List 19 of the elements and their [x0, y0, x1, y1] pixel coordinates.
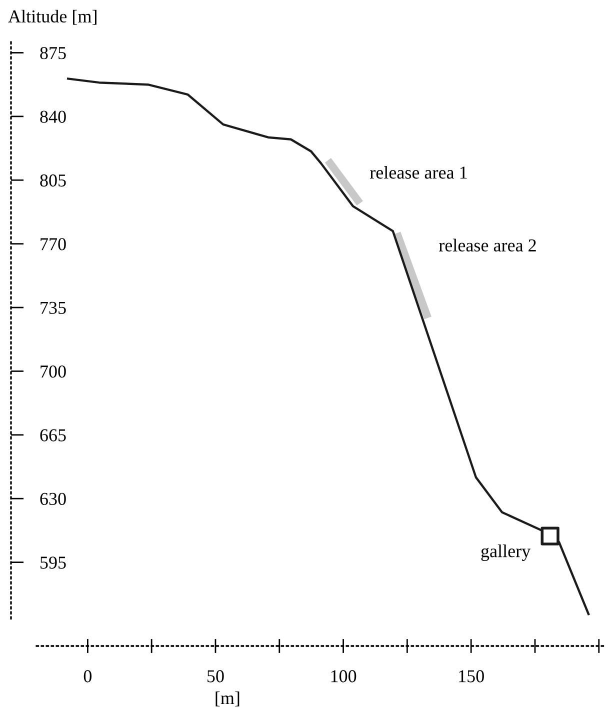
- y-axis-title: Altitude [m]: [8, 10, 96, 25]
- line-series: [66, 77, 590, 616]
- y-tick-label: 805: [40, 174, 66, 187]
- series-label: release area 2: [438, 238, 536, 252]
- y-tick-label: 875: [40, 46, 66, 60]
- x-tick-label: 100: [331, 670, 356, 682]
- y-tick-label: 630: [40, 492, 66, 506]
- y-tick-label: 770: [40, 238, 66, 250]
- y-tick-label: 840: [40, 110, 66, 123]
- y-tick-label: 735: [40, 302, 66, 314]
- y-tick-label: 595: [40, 556, 66, 569]
- y-tick-label: 700: [40, 365, 66, 378]
- x-tick-label: 50: [208, 670, 224, 682]
- x-axis-title: [m]: [216, 691, 240, 706]
- x-tick-label: 0: [84, 670, 92, 682]
- series-label: release area 1: [370, 166, 467, 179]
- x-tick-label: 150: [459, 670, 484, 682]
- series-label: gallery: [481, 544, 531, 561]
- y-tick-label: 665: [40, 429, 66, 442]
